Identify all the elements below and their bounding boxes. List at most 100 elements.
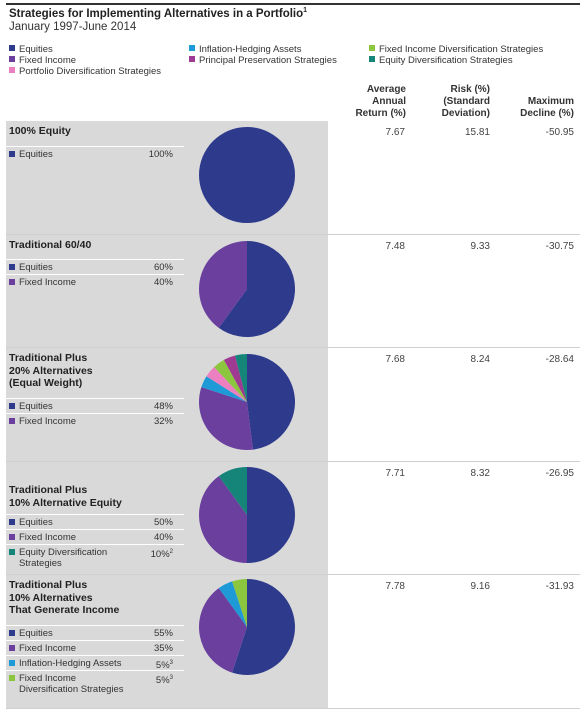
legend-item-principal-preservation-strategies: Principal Preservation Strategies <box>189 55 337 67</box>
legend-label: Fixed Income <box>19 55 77 66</box>
allocation-percent: 35% <box>154 643 173 654</box>
allocation-label: Equities <box>19 517 53 528</box>
allocation-item-fixed-income: Fixed Income 40% <box>6 274 184 290</box>
allocation-label-line: Fixed Income <box>19 673 77 684</box>
pie-slice-portfolio-diversification-strategies <box>206 367 247 402</box>
legend-swatch <box>9 56 15 62</box>
allocation-item-fixed-income: Fixed Income 32% <box>6 413 184 429</box>
allocation-percent: 5%3 <box>156 673 173 686</box>
legend-label: Fixed Income Diversification Strategies <box>379 44 544 55</box>
footnote-marker: 2 <box>169 549 173 555</box>
pie-slice-inflation-hedging-assets <box>201 376 247 402</box>
allocation-label: Inflation-Hedging Assets <box>19 658 121 669</box>
top-rule <box>6 3 580 5</box>
allocation-swatch <box>9 534 15 540</box>
allocation-label-line: Equities <box>19 149 53 160</box>
allocation-percent: 48% <box>154 401 173 412</box>
column-header-return: Average Annual Return (%) <box>355 84 406 119</box>
max-decline-value: -50.95 <box>545 127 574 138</box>
allocation-swatch <box>9 675 15 681</box>
allocation-label: Equities <box>19 401 53 412</box>
average-annual-return-value: 7.71 <box>385 468 405 479</box>
allocation-percent: 55% <box>154 628 173 639</box>
allocation-swatch <box>9 660 15 666</box>
allocation-label: Equities <box>19 262 53 273</box>
max-decline-value: -26.95 <box>545 468 574 479</box>
legend-item-inflation-hedging-assets: Inflation-Hedging Assets <box>189 44 301 56</box>
allocation-percent-value: 50% <box>153 517 173 528</box>
allocation-percent: 100% <box>149 149 173 160</box>
risk-value: 9.33 <box>470 241 490 252</box>
allocation-item-equities: Equities 50% <box>6 514 184 530</box>
legend-swatch <box>9 67 15 73</box>
legend-item-portfolio-diversification-strategies: Portfolio Diversification Strategies <box>9 66 161 78</box>
max-decline-value: -31.93 <box>545 581 574 592</box>
allocation-label: Equities <box>19 628 53 639</box>
allocation-swatch <box>9 418 15 424</box>
legend-label: Equities <box>19 44 53 55</box>
allocation-percent: 50% <box>154 517 173 528</box>
pie-slice-fixed-income <box>199 588 247 673</box>
allocation-swatch <box>9 264 15 270</box>
allocation-percent: 40% <box>154 532 173 543</box>
chart-subtitle: January 1997-June 2014 <box>9 21 137 33</box>
allocation-label: Fixed Income Diversification Strategies <box>19 673 124 695</box>
pie-slice-equities <box>199 127 295 223</box>
allocation-label-line: Strategies <box>19 558 62 569</box>
pie-slice-fixed-income <box>199 476 247 563</box>
chart-title: Strategies for Implementing Alternatives… <box>9 7 308 20</box>
allocation-percent-value: 35% <box>153 643 173 654</box>
row-divider <box>6 234 580 235</box>
allocation-percent-value: 48% <box>153 401 173 412</box>
allocation-label-line: Inflation-Hedging Assets <box>19 658 122 669</box>
allocation-percent-value: 60% <box>153 262 173 273</box>
allocation-percent-value: 55% <box>153 628 173 639</box>
legend-swatch <box>369 56 375 62</box>
allocation-swatch <box>9 645 15 651</box>
footnote-marker: 3 <box>169 660 173 666</box>
allocation-label: Equities <box>19 149 53 160</box>
allocation-swatch <box>9 151 15 157</box>
allocation-swatch <box>9 403 15 409</box>
allocation-percent-value: 40% <box>153 532 173 543</box>
row-divider <box>6 347 580 348</box>
allocation-percent-value: 40% <box>153 277 173 288</box>
pie-slice-fixed-income <box>199 241 247 328</box>
allocation-percent-value: 100% <box>148 149 173 160</box>
title-footnote-marker: 1 <box>303 7 308 14</box>
portfolio-title: Traditional Plus 20% Alternatives (Equal W… <box>9 352 93 390</box>
portfolio-title-line: (Equal Weight) <box>9 377 83 389</box>
allocation-label-line: Diversification Strategies <box>19 684 124 695</box>
allocation-item-equities: Equities 48% <box>6 398 184 414</box>
average-annual-return-value: 7.68 <box>385 354 405 365</box>
legend-item-fixed-income: Fixed Income <box>9 55 76 67</box>
row-divider <box>6 574 580 575</box>
legend-item-equities: Equities <box>9 44 53 56</box>
pie-slice-inflation-hedging-assets <box>218 581 247 627</box>
legend-item-fixed-income-diversification-strategies: Fixed Income Diversification Strategies <box>369 44 543 56</box>
allocation-swatch <box>9 630 15 636</box>
portfolio-title-line: Traditional Plus <box>9 484 88 496</box>
pie-slice-equities <box>232 579 296 675</box>
legend-label: Principal Preservation Strategies <box>199 55 337 66</box>
allocation-label: Fixed Income <box>19 416 76 427</box>
column-header-risk: Risk (%) (Standard Deviation) <box>441 84 490 119</box>
risk-value: 8.32 <box>470 468 490 479</box>
allocation-label-line: Equities <box>19 262 53 273</box>
allocation-label: Fixed Income <box>19 643 76 654</box>
allocation-label: Fixed Income <box>19 532 76 543</box>
legend-swatch <box>369 45 375 51</box>
allocation-item-inflation-hedging-assets: Inflation-Hedging Assets 5%3 <box>6 655 184 671</box>
column-header-max-decline: Maximum Decline (%) <box>520 96 574 119</box>
legend-swatch <box>189 56 195 62</box>
row-divider <box>6 461 580 462</box>
portfolio-title-line: Traditional 60/40 <box>9 239 92 251</box>
allocation-item-fixed-income: Fixed Income 35% <box>6 640 184 656</box>
pie-slice-fixed-income-diversification-strategies <box>214 359 247 402</box>
allocation-label-line: Fixed Income <box>19 277 77 288</box>
allocation-label: Equity Diversification Strategies <box>19 547 107 569</box>
pie-slice-principal-preservation-strategies <box>223 355 247 402</box>
max-decline-value: -28.64 <box>545 354 574 365</box>
pie-slice-equities <box>247 354 296 450</box>
legend-item-equity-diversification-strategies: Equity Diversification Strategies <box>369 55 513 67</box>
